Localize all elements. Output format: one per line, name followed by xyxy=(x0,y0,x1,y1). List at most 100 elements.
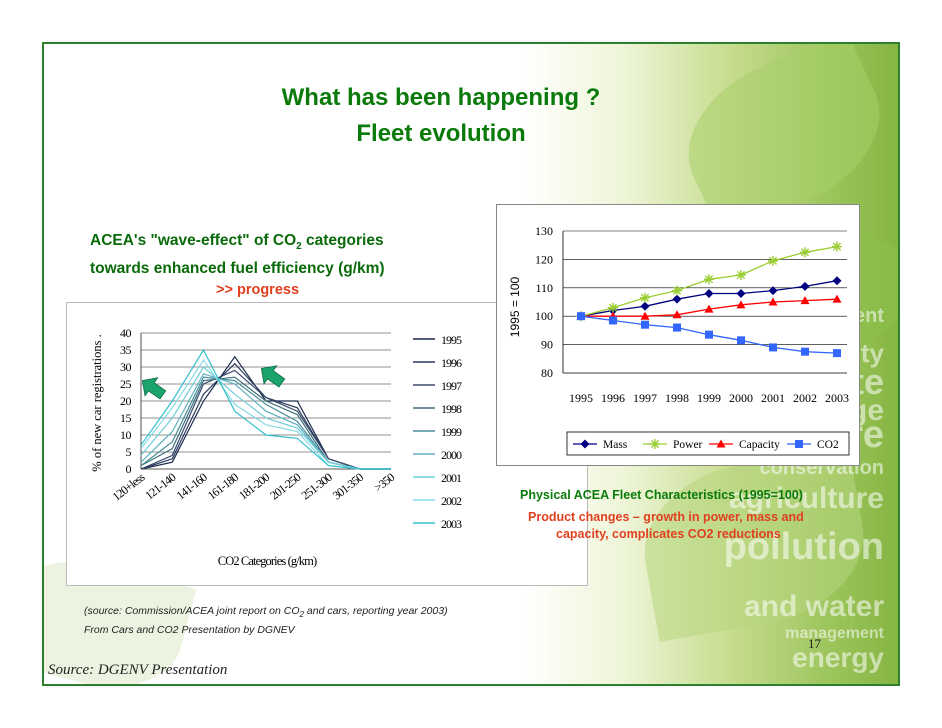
legend-marker-CO2 xyxy=(795,440,803,448)
bg-word: and water xyxy=(743,590,884,623)
data-point-CO2 xyxy=(641,320,649,329)
data-point-Power xyxy=(736,270,746,281)
data-point-Power xyxy=(704,274,714,285)
data-point-Capacity xyxy=(832,294,842,303)
data-point-CO2 xyxy=(801,347,809,356)
x-tick-label: 301-350 xyxy=(330,470,366,503)
star-stroke xyxy=(608,303,618,312)
y-tick-label: 80 xyxy=(541,366,553,380)
legend-label-Mass: Mass xyxy=(603,439,628,451)
x-tick-label: >350 xyxy=(371,470,397,495)
x-tick-label: 141-160 xyxy=(174,470,210,503)
x-tick-label: 251-300 xyxy=(299,470,335,503)
legend-label-1999: 1999 xyxy=(441,425,462,439)
arrow-shape xyxy=(260,365,286,388)
data-point-Capacity xyxy=(704,304,714,313)
data-point-Power xyxy=(608,302,618,313)
series-line-2000 xyxy=(140,373,391,470)
y-tick-label: 110 xyxy=(535,281,553,295)
y-tick-label: 40 xyxy=(120,326,132,340)
source-note: (source: Commission/ACEA joint report on… xyxy=(84,605,448,619)
source-note-subscript: 2 xyxy=(299,610,304,620)
legend-label-2000: 2000 xyxy=(441,448,462,462)
x-tick-label: 1995 xyxy=(569,391,593,405)
x-axis-title: CO2 Categories (g/km) xyxy=(218,554,317,568)
data-point-CO2 xyxy=(705,330,713,339)
x-tick-label: 201-250 xyxy=(267,470,303,503)
series-line-1997 xyxy=(140,369,391,470)
data-point-CO2 xyxy=(577,312,585,321)
x-tick-label: 1996 xyxy=(601,391,625,405)
legend-label-1995: 1995 xyxy=(441,333,462,347)
y-tick-label: 25 xyxy=(120,377,132,391)
data-point-Mass xyxy=(640,301,650,311)
right-chart-note-line1: Product changes – growth in power, mass … xyxy=(528,510,804,524)
data-point-Mass xyxy=(704,288,714,298)
heading-subscript: 2 xyxy=(296,241,302,253)
arrow-shape xyxy=(141,377,167,400)
y-tick-label: 130 xyxy=(535,224,553,238)
data-point-Mass xyxy=(736,288,746,298)
y-tick-label: 35 xyxy=(120,343,132,357)
data-point-CO2 xyxy=(737,336,745,345)
star-stroke xyxy=(736,270,746,280)
star-stroke xyxy=(650,439,660,449)
data-point-Capacity xyxy=(800,296,810,305)
y-tick-label: 20 xyxy=(120,394,132,408)
legend-marker-Power xyxy=(650,439,660,449)
x-tick-label: 161-180 xyxy=(205,470,241,503)
legend-label-1998: 1998 xyxy=(441,402,462,416)
y-tick-label: 0 xyxy=(126,462,132,476)
y-tick-label: 5 xyxy=(126,445,132,459)
heading-text: categories xyxy=(301,232,384,249)
bg-word: energy xyxy=(792,642,884,673)
x-tick-label: 121-140 xyxy=(142,470,178,503)
legend-marker-Mass xyxy=(580,439,590,449)
right-chart-note-line2: capacity, complicates CO2 reductions xyxy=(556,527,781,541)
heading-text: ACEA's "wave-effect" of CO xyxy=(90,232,297,249)
slide-title: What has been happening ? xyxy=(281,84,601,111)
x-tick-label: 181-200 xyxy=(236,470,272,503)
series-line-2003 xyxy=(140,348,391,470)
bg-word: management xyxy=(785,625,884,642)
page-number: 17 xyxy=(808,636,821,651)
y-tick-label: 10 xyxy=(120,428,132,442)
data-point-Power xyxy=(640,292,650,303)
data-point-CO2 xyxy=(673,323,681,332)
right-chart-caption: Physical ACEA Fleet Characteristics (199… xyxy=(520,488,803,502)
progress-label: >> progress xyxy=(216,282,300,298)
legend-label-1996: 1996 xyxy=(441,356,462,370)
series-line-2001 xyxy=(140,366,391,470)
source-note-text: (source: Commission/ACEA joint report on… xyxy=(84,605,300,617)
legend-label-2001: 2001 xyxy=(441,471,462,485)
bg-word: pollution xyxy=(723,526,884,568)
source-footer: Source: DGENV Presentation xyxy=(48,662,228,678)
left-chart-heading: ACEA's "wave-effect" of CO2 categories t… xyxy=(90,230,385,280)
wave-effect-chart: 0 5 10 15 20 25 30 35 40 120+less 121-140 141-160 16… xyxy=(66,302,588,586)
legend-box xyxy=(566,431,850,456)
data-point-Capacity xyxy=(640,311,650,320)
star-stroke xyxy=(672,286,682,295)
star-stroke xyxy=(704,275,714,284)
legend-label-Capacity: Capacity xyxy=(739,439,780,451)
data-point-Mass xyxy=(800,281,810,291)
x-tick-label: 2001 xyxy=(761,391,785,405)
bg-word: agriculture xyxy=(728,482,884,515)
fleet-characteristics-chart: 80 90 100 110 120 130 1995 1996 1997 1998 1999 2000… xyxy=(496,204,860,466)
source-note-text: and cars, reporting year 2003) xyxy=(303,605,448,617)
from-note: From Cars and CO2 Presentation by DGNEV xyxy=(84,624,295,636)
data-point-Mass xyxy=(768,286,778,296)
data-point-Power xyxy=(768,255,778,266)
data-point-CO2 xyxy=(769,343,777,352)
x-tick-label: 2003 xyxy=(825,391,849,405)
slide-subtitle: Fleet evolution xyxy=(356,120,526,147)
star-stroke xyxy=(832,242,842,251)
x-tick-label: 2002 xyxy=(793,391,817,405)
wave-effect-chart-svg: 0510152025303540120+less121-140141-16016… xyxy=(90,326,463,568)
star-stroke xyxy=(800,248,810,257)
y-tick-label: 100 xyxy=(535,309,553,323)
y-axis-title: % of new car registrations . xyxy=(90,334,104,471)
data-point-CO2 xyxy=(833,349,841,358)
star-stroke xyxy=(640,293,650,302)
legend-label-Power: Power xyxy=(673,439,703,451)
